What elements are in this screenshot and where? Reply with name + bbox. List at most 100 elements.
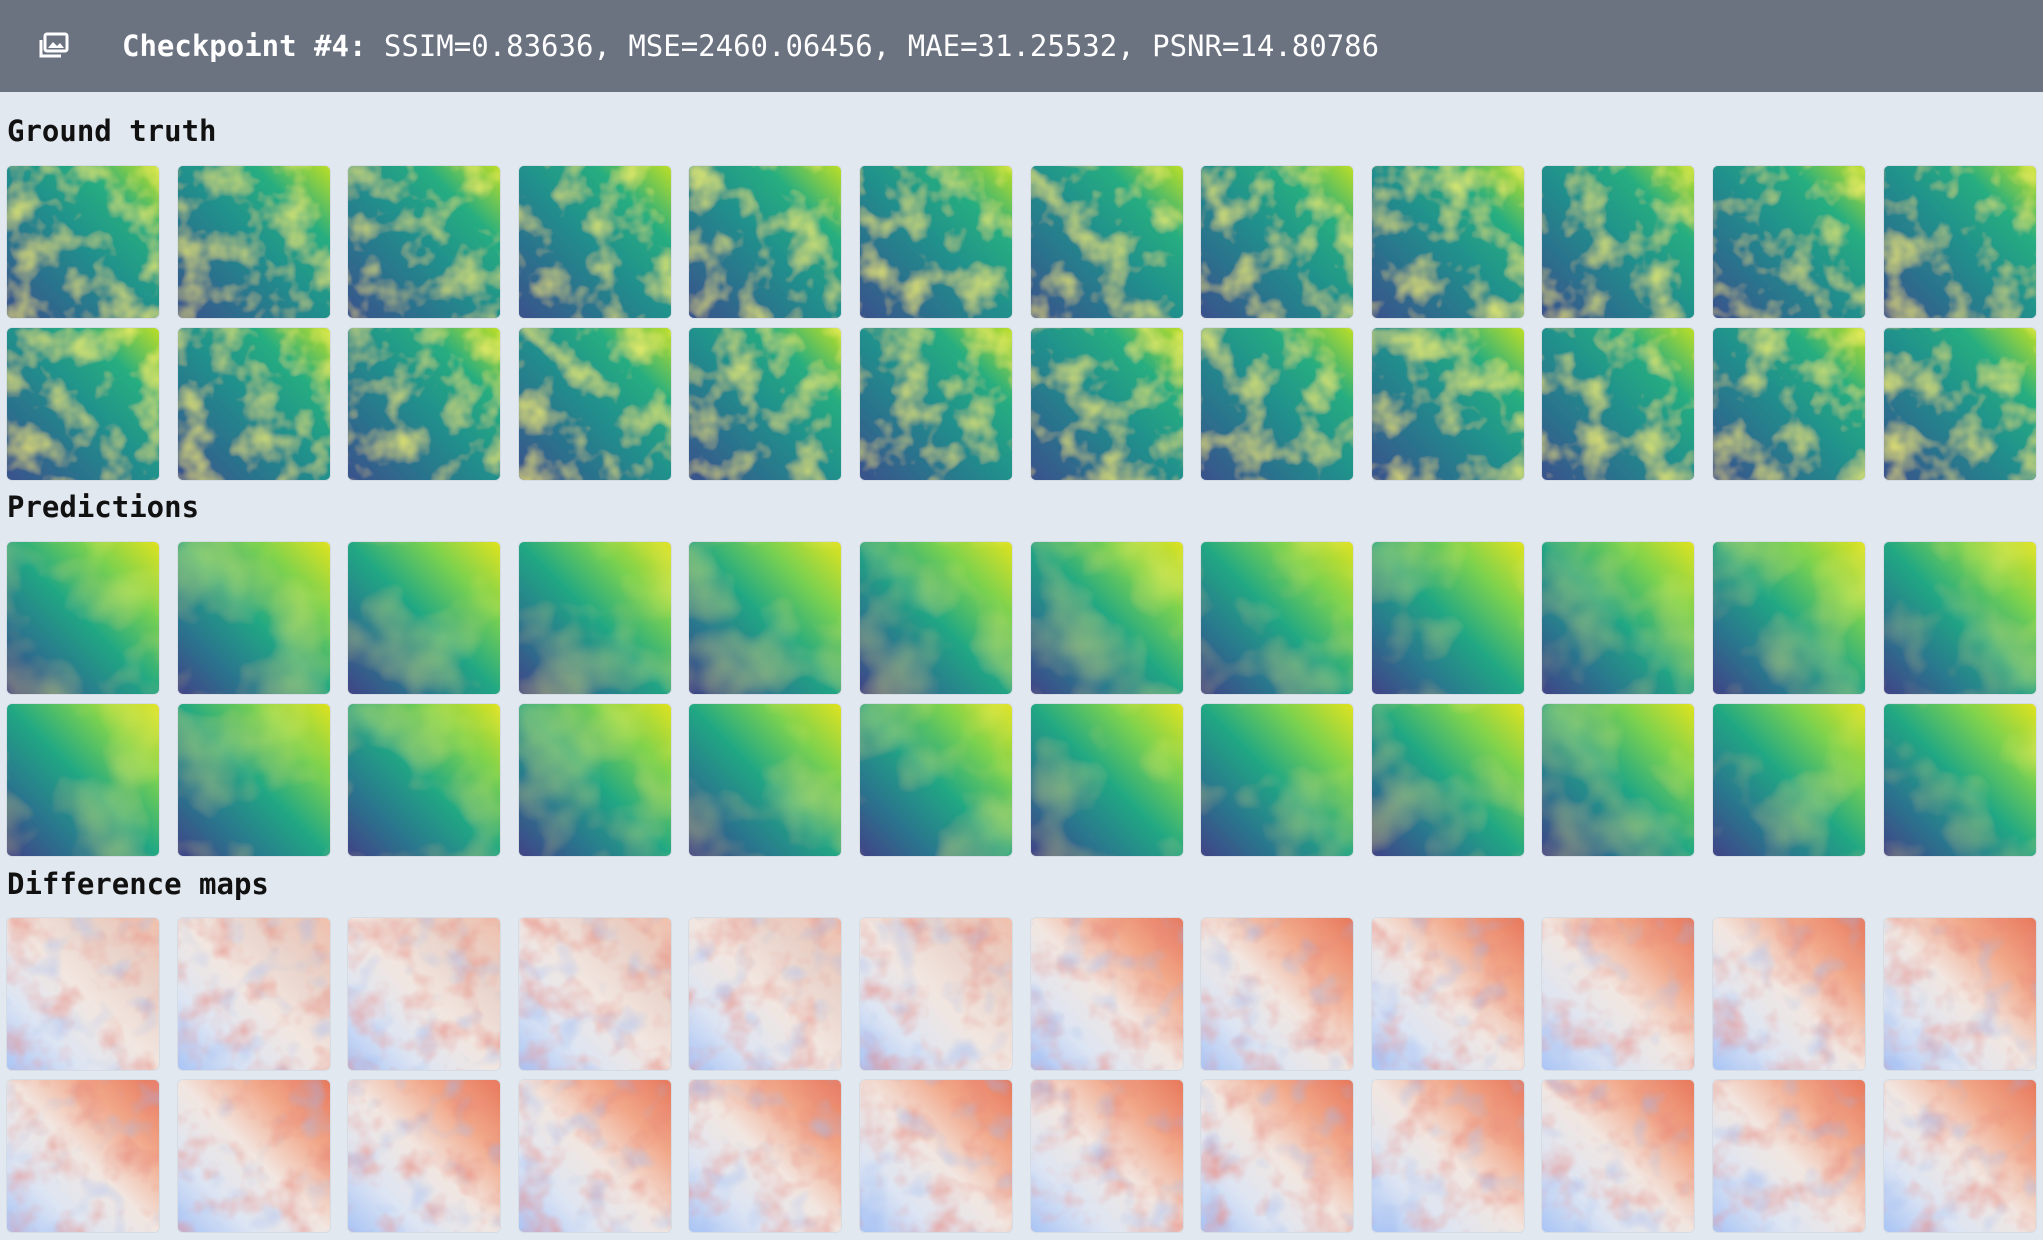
heatmap-tile [1201,704,1354,856]
heatmap-tile [1883,542,2036,694]
heatmap-cold-patches [348,918,501,1070]
heatmap-cold-patches [7,918,159,1070]
heatmap-texture [1030,166,1183,318]
heatmap-cold-patches [1883,918,2036,1070]
heatmap-texture [689,542,842,694]
heatmap-texture [1201,542,1354,694]
heatmap-tile [859,704,1012,856]
heatmap-tile [348,918,501,1070]
heatmap-cold-patches [518,1080,671,1232]
heatmap-tile [177,166,330,318]
heatmap-cold-patches [177,918,330,1070]
heatmap-tile [1371,918,1524,1070]
heatmap-tile [1201,1080,1354,1232]
heatmap-texture [348,166,501,318]
heatmap-texture [1030,704,1183,856]
heatmap-cold-patches [1371,918,1524,1070]
heatmap-texture [859,542,1012,694]
difference-maps-grid [7,918,2036,1232]
heatmap-texture [177,704,330,856]
heatmap-cold-patches [177,1080,330,1232]
heatmap-texture [1883,704,2036,856]
heatmap-tile [1542,542,1695,694]
section-title-difference-maps: Difference maps [7,867,269,901]
heatmap-texture [7,542,159,694]
heatmap-tile [518,166,671,318]
header-bar: Checkpoint #4: SSIM=0.83636, MSE=2460.06… [0,0,2043,92]
heatmap-tile [1030,1080,1183,1232]
heatmap-tile [7,542,159,694]
heatmap-texture [1371,542,1524,694]
heatmap-cold-patches [7,1080,159,1232]
heatmap-tile [1883,704,2036,856]
heatmap-texture [1371,328,1524,480]
heatmap-cold-patches [348,1080,501,1232]
heatmap-tile [1030,328,1183,480]
heatmap-tile [689,918,842,1070]
heatmap-texture [1712,328,1865,480]
heatmap-texture [518,542,671,694]
heatmap-tile [1542,918,1695,1070]
heatmap-tile [1371,704,1524,856]
heatmap-tile [859,166,1012,318]
heatmap-texture [348,542,501,694]
heatmap-texture [689,166,842,318]
heatmap-texture [1883,542,2036,694]
heatmap-texture [1371,166,1524,318]
heatmap-tile [689,328,842,480]
heatmap-texture [1883,328,2036,480]
heatmap-tile [1371,166,1524,318]
heatmap-tile [1201,918,1354,1070]
heatmap-tile [177,1080,330,1232]
heatmap-texture [518,328,671,480]
heatmap-texture [1542,328,1695,480]
checkpoint-label: Checkpoint #4: [122,29,367,63]
heatmap-texture [859,328,1012,480]
heatmap-texture [859,704,1012,856]
heatmap-texture [1712,704,1865,856]
heatmap-texture [518,704,671,856]
heatmap-cold-patches [1201,1080,1354,1232]
heatmap-tile [518,542,671,694]
heatmap-texture [348,704,501,856]
section-title-predictions: Predictions [7,490,200,524]
checkpoint-title: Checkpoint #4: SSIM=0.83636, MSE=2460.06… [122,29,1379,63]
heatmap-tile [348,1080,501,1232]
heatmap-tile [348,542,501,694]
heatmap-texture [1201,704,1354,856]
heatmap-tile [7,704,159,856]
heatmap-tile [7,918,159,1070]
heatmap-tile [1030,918,1183,1070]
heatmap-texture [1542,542,1695,694]
heatmap-tile [348,166,501,318]
heatmap-cold-patches [1371,1080,1524,1232]
heatmap-texture [1201,166,1354,318]
heatmap-texture [177,166,330,318]
heatmap-tile [518,918,671,1070]
checkpoint-metrics: SSIM=0.83636, MSE=2460.06456, MAE=31.255… [383,29,1380,63]
heatmap-texture [177,542,330,694]
heatmap-tile [1712,704,1865,856]
heatmap-tile [1542,328,1695,480]
heatmap-cold-patches [1201,918,1354,1070]
heatmap-tile [1201,542,1354,694]
heatmap-texture [1542,166,1695,318]
heatmap-tile [1712,1080,1865,1232]
heatmap-texture [7,328,159,480]
image-gallery-icon [38,32,70,60]
heatmap-cold-patches [518,918,671,1070]
heatmap-tile [7,1080,159,1232]
heatmap-tile [518,1080,671,1232]
heatmap-tile [1201,328,1354,480]
heatmap-tile [1030,166,1183,318]
heatmap-texture [177,328,330,480]
heatmap-cold-patches [689,918,842,1070]
heatmap-tile [1883,328,2036,480]
heatmap-tile [7,166,159,318]
heatmap-cold-patches [859,918,1012,1070]
heatmap-tile [859,328,1012,480]
heatmap-texture [689,704,842,856]
heatmap-cold-patches [1542,918,1695,1070]
heatmap-tile [518,704,671,856]
heatmap-tile [177,918,330,1070]
